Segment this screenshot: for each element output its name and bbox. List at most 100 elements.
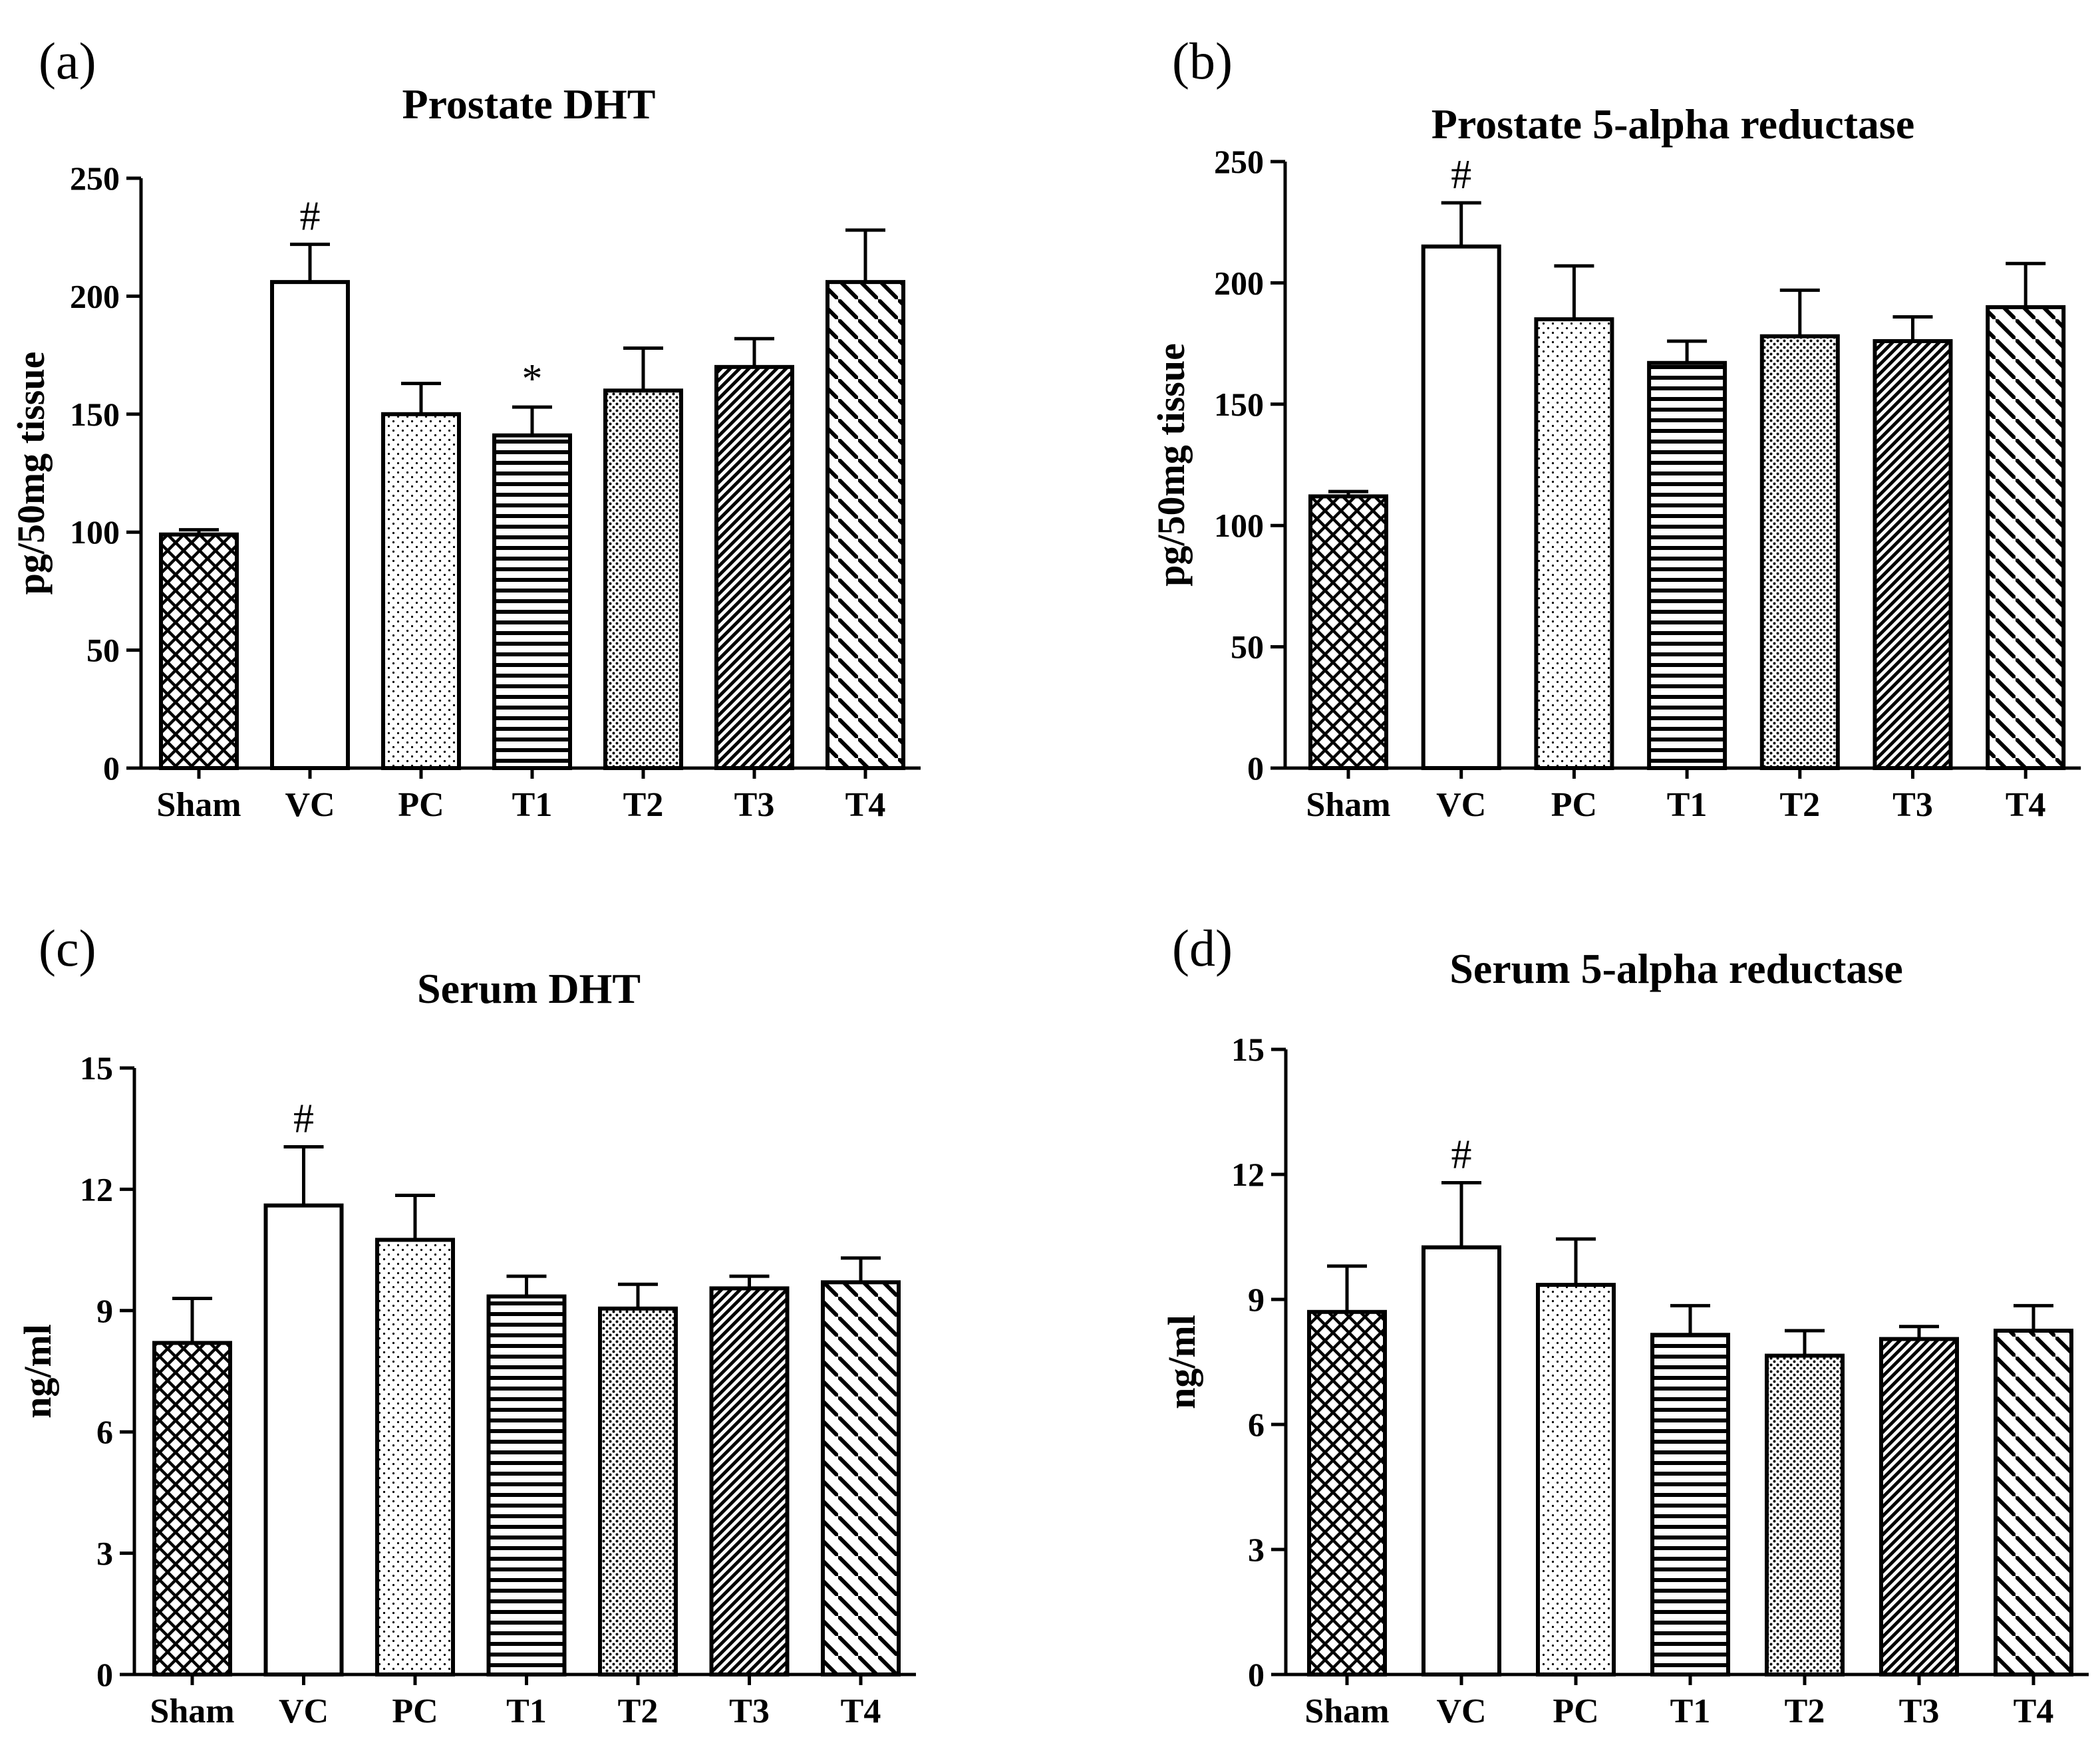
x-tick-label: PC [398, 786, 444, 824]
x-tick-label: Sham [150, 1692, 234, 1730]
chart-title: Serum 5-alpha reductase [1449, 945, 1902, 992]
bar-vc [270, 280, 350, 770]
y-tick-label: 9 [96, 1292, 113, 1329]
y-tick-label: 250 [1214, 143, 1264, 180]
x-tick-label: T2 [618, 1692, 659, 1730]
x-tick-label: T4 [841, 1692, 881, 1730]
bar-sham [159, 532, 239, 770]
y-tick-label: 0 [96, 1656, 113, 1693]
y-tick-label: 150 [70, 396, 120, 433]
y-tick-label: 12 [80, 1170, 113, 1208]
x-tick-label: T4 [845, 786, 886, 824]
x-tick-label: Sham [156, 786, 241, 824]
x-tick-label: Sham [1304, 1692, 1389, 1730]
y-tick-label: 0 [1248, 1656, 1265, 1693]
bar-vc [1422, 1245, 1501, 1676]
bar-t2 [1765, 1353, 1845, 1676]
bar-t4 [1986, 305, 2066, 770]
x-tick-label: T3 [1899, 1692, 1940, 1730]
bar-t3 [1879, 1337, 1959, 1676]
bar-t1 [1650, 1333, 1730, 1677]
y-tick-label: 100 [1214, 507, 1264, 544]
bar-t3 [714, 364, 794, 770]
significance-marker: # [300, 194, 321, 239]
x-tick-label: VC [279, 1692, 329, 1730]
y-tick-label: 12 [1231, 1156, 1265, 1193]
x-tick-label: VC [1436, 786, 1486, 824]
x-tick-label: T1 [512, 786, 553, 824]
bar-t3 [1873, 338, 1953, 770]
y-tick-label: 3 [1248, 1531, 1265, 1568]
x-tick-label: T2 [623, 786, 664, 824]
x-tick-label: T1 [1670, 1692, 1711, 1730]
y-tick-label: 0 [1247, 749, 1264, 787]
bar-pc [381, 412, 461, 770]
panel-letter: (c) [39, 919, 96, 977]
bar-t4 [825, 280, 905, 770]
x-tick-label: VC [285, 786, 335, 824]
x-tick-label: T3 [734, 786, 775, 824]
bar-t2 [1759, 334, 1840, 770]
chart-panel-a: (a) Prostate DHT pg/50mg tissue 0 50 100 150 20… [9, 32, 921, 824]
x-tick-label: T4 [2006, 786, 2046, 824]
chart-panel-b: (b) Prostate 5-alpha reductase pg/50mg tis… [1149, 32, 2081, 824]
bar-t3 [709, 1286, 790, 1676]
panel-letter: (b) [1172, 32, 1233, 90]
y-tick-label: 100 [70, 513, 120, 551]
y-tick-label: 50 [1231, 628, 1264, 666]
bar-t1 [1647, 360, 1727, 770]
significance-marker: * [522, 356, 543, 402]
bar-t4 [821, 1280, 901, 1676]
x-tick-label: Sham [1306, 786, 1390, 824]
chart-panel-d: (d) Serum 5-alpha reductase ng/ml 0 3 6 9 12 15 S… [1160, 919, 2089, 1730]
x-tick-label: PC [1553, 1692, 1598, 1730]
y-tick-label: 15 [1231, 1031, 1265, 1068]
y-tick-label: 50 [86, 632, 120, 669]
x-tick-label: VC [1436, 1692, 1486, 1730]
x-tick-label: T1 [506, 1692, 547, 1730]
chart-panel-c: (c) Serum DHT ng/ml 0 3 6 9 12 15 Sham VC # PC T1 T2 T3… [16, 919, 916, 1730]
x-tick-label: T1 [1667, 786, 1708, 824]
bar-sham [1308, 494, 1388, 770]
chart-title: Prostate 5-alpha reductase [1431, 100, 1914, 148]
panel-letter: (a) [39, 32, 96, 90]
chart-title: Serum DHT [417, 965, 641, 1012]
y-tick-label: 0 [103, 749, 120, 787]
y-axis-label: ng/ml [1160, 1315, 1203, 1409]
y-tick-label: 200 [70, 277, 120, 315]
bar-sham [1307, 1309, 1387, 1677]
y-tick-label: 9 [1248, 1281, 1265, 1318]
y-tick-label: 15 [80, 1049, 113, 1087]
y-axis-label: pg/50mg tissue [1149, 343, 1193, 587]
panel-letter: (d) [1172, 919, 1233, 977]
bar-t1 [492, 433, 572, 770]
y-tick-label: 6 [1248, 1406, 1265, 1443]
x-tick-label: T4 [2014, 1692, 2054, 1730]
bar-sham [152, 1341, 232, 1676]
y-tick-label: 6 [96, 1413, 113, 1450]
y-tick-label: 250 [70, 160, 120, 197]
y-tick-label: 150 [1214, 386, 1264, 423]
bar-t4 [1994, 1329, 2073, 1676]
bar-t2 [598, 1306, 678, 1676]
bar-pc [1536, 1283, 1616, 1676]
y-tick-label: 200 [1214, 264, 1264, 301]
bar-t1 [486, 1294, 567, 1676]
bar-t2 [603, 388, 683, 770]
y-tick-label: 3 [96, 1535, 113, 1572]
significance-marker: # [1451, 1133, 1472, 1178]
bar-vc [1421, 244, 1501, 770]
significance-marker: # [1451, 152, 1471, 198]
chart-title: Prostate DHT [402, 80, 656, 128]
y-axis-label: ng/ml [16, 1324, 59, 1418]
x-tick-label: PC [392, 1692, 438, 1730]
x-tick-label: T3 [1892, 786, 1933, 824]
significance-marker: # [293, 1097, 314, 1142]
y-axis-label: pg/50mg tissue [9, 352, 53, 595]
x-tick-label: PC [1551, 786, 1597, 824]
bar-vc [263, 1203, 344, 1676]
x-tick-label: T2 [1779, 786, 1820, 824]
bar-pc [1534, 317, 1614, 770]
bar-pc [375, 1238, 455, 1676]
